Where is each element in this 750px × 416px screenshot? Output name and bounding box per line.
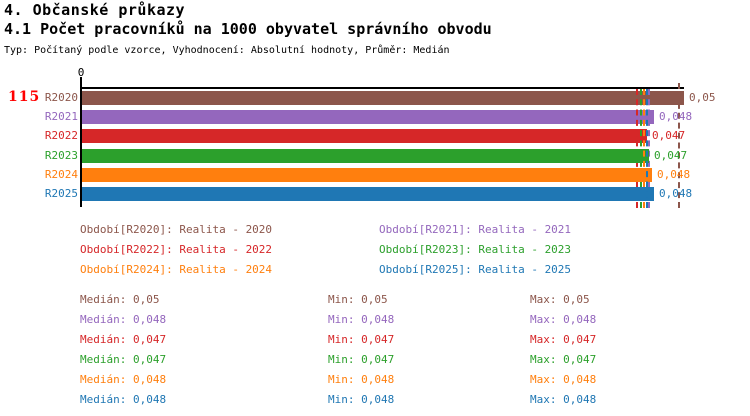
max-text-R2020: Max: 0,05 xyxy=(530,293,590,306)
minmax-marker-line-R2024 xyxy=(643,89,645,208)
bar-value-label: 0,047 xyxy=(652,129,686,142)
min-text-R2024: Min: 0,048 xyxy=(328,373,395,386)
median-text-R2023: Medián: 0,047 xyxy=(80,353,167,366)
bar-value-label: 0,048 xyxy=(659,110,693,123)
bar-R2025 xyxy=(82,187,654,201)
minmax-marker-line-R2020 xyxy=(678,83,680,208)
y-axis-line xyxy=(80,77,82,207)
x-axis-zero-tick-label: 0 xyxy=(77,66,85,79)
stats-table: Medián: 0,05 Min: 0,05 Max: 0,05 Medián: 0,… xyxy=(80,291,740,411)
minmax-marker-line-R2023 xyxy=(640,89,642,208)
report-section-title: 4. Občanské průkazy xyxy=(4,1,186,19)
max-text-R2023: Max: 0,047 xyxy=(530,353,597,366)
minmax-marker-line-R2022 xyxy=(636,89,638,208)
median-text-R2025: Medián: 0,048 xyxy=(80,393,167,406)
bar-value-label: 0,05 xyxy=(689,91,716,104)
min-text-R2022: Min: 0,047 xyxy=(328,333,395,346)
legend-item-R2023: Období[R2023]: Realita - 2023 xyxy=(379,243,572,256)
bar-R2024 xyxy=(82,168,652,182)
y-axis-category-label: R2020 xyxy=(44,91,78,104)
y-axis-category-label: R2023 xyxy=(44,149,78,162)
y-axis-category-label: R2021 xyxy=(44,110,78,123)
max-text-R2025: Max: 0,048 xyxy=(530,393,597,406)
chart-legend: Období[R2020]: Realita - 2020 Období[R202… xyxy=(80,217,740,283)
bar-R2021 xyxy=(82,110,654,124)
legend-item-R2024: Období[R2024]: Realita - 2024 xyxy=(80,263,273,276)
legend-item-R2020: Období[R2020]: Realita - 2020 xyxy=(80,223,273,236)
legend-item-R2022: Období[R2022]: Realita - 2022 xyxy=(80,243,273,256)
y-axis-category-label: R2025 xyxy=(44,187,78,200)
minmax-marker-line-R2021 xyxy=(648,89,650,208)
min-text-R2025: Min: 0,048 xyxy=(328,393,395,406)
max-text-R2021: Max: 0,048 xyxy=(530,313,597,326)
x-axis-line xyxy=(80,87,684,89)
minmax-marker-line-R2025 xyxy=(646,89,648,208)
report-chart-title: 4.1 Počet pracovníků na 1000 obyvatel sp… xyxy=(4,20,492,38)
max-text-R2024: Max: 0,048 xyxy=(530,373,597,386)
bar-R2023 xyxy=(82,149,649,163)
median-text-R2022: Medián: 0,047 xyxy=(80,333,167,346)
y-axis-category-label: R2024 xyxy=(44,168,78,181)
y-axis-category-label: R2022 xyxy=(44,129,78,142)
min-text-R2023: Min: 0,047 xyxy=(328,353,395,366)
bar-value-label: 0,047 xyxy=(654,149,688,162)
legend-item-R2025: Období[R2025]: Realita - 2025 xyxy=(379,263,572,276)
min-text-R2020: Min: 0,05 xyxy=(328,293,388,306)
median-text-R2024: Medián: 0,048 xyxy=(80,373,167,386)
median-text-R2021: Medián: 0,048 xyxy=(80,313,167,326)
max-text-R2022: Max: 0,047 xyxy=(530,333,597,346)
min-text-R2021: Min: 0,048 xyxy=(328,313,395,326)
report-subtitle: Typ: Počítaný podle vzorce, Vyhodnocení:… xyxy=(4,45,450,56)
bar-value-label: 0,048 xyxy=(657,168,691,181)
bar-value-label: 0,048 xyxy=(659,187,693,200)
legend-item-R2021: Období[R2021]: Realita - 2021 xyxy=(379,223,572,236)
row-count-label: 115 xyxy=(8,89,41,105)
median-text-R2020: Medián: 0,05 xyxy=(80,293,160,306)
bar-R2022 xyxy=(82,129,647,143)
bar-R2020 xyxy=(82,91,684,105)
